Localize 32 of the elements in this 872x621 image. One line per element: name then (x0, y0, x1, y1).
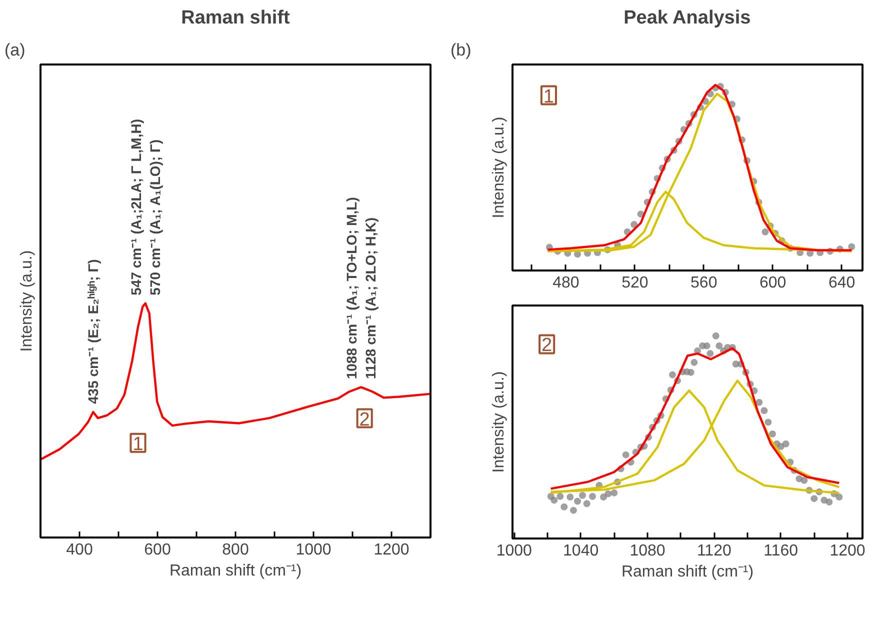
y-axis-title: Intensity (a.u.) (490, 371, 508, 473)
x-tick-label: 1160 (764, 542, 798, 560)
x-tick-label: 1200 (374, 542, 410, 558)
chart-title: Raman shift (181, 8, 291, 28)
annotation: 435 cm⁻¹ (E₂; E₂ʰⁱᵍʰ; Γ) (85, 259, 102, 404)
y-axis-title: Intensity (a.u.) (18, 250, 36, 352)
chart-title: Peak Analysis (624, 8, 751, 28)
x-tick-label: 1000 (496, 542, 532, 560)
x-tick-label: 480 (552, 274, 580, 292)
x-tick-label: 1040 (563, 542, 599, 560)
x-tick-label: 560 (690, 274, 718, 292)
annotation: 2 (359, 409, 370, 430)
x-tick-label: 800 (222, 542, 249, 558)
annotation: 1 (132, 434, 144, 455)
annotation: 2 (542, 335, 552, 356)
x-tick-label: 600 (759, 274, 786, 292)
annotation: 1088 cm⁻¹ (A₁; TO+LO; M,L) 1128 cm⁻¹ (A₁; 2LO; H,K) (343, 197, 379, 380)
annotation: 1 (543, 86, 554, 108)
x-tick-label: 600 (144, 542, 171, 558)
text: (b) (450, 40, 472, 60)
x-axis-title: Raman shift (cm⁻¹) (621, 564, 754, 580)
annotation: 547 cm⁻¹ (A₁;2LA; Γ L,M,H) 570 cm⁻¹ (A₁; A₁(LO); Γ) (128, 119, 164, 296)
x-tick-label: 1120 (696, 542, 732, 560)
x-tick-label: 640 (828, 274, 856, 292)
x-axis-title: Raman shift (cm⁻¹) (169, 562, 302, 580)
y-axis-title: Intensity (a.u.) (490, 116, 508, 218)
x-tick-label: 1200 (830, 542, 866, 560)
x-tick-label: 400 (66, 542, 93, 558)
x-tick-label: 1080 (630, 542, 666, 560)
text: (a) (4, 40, 26, 60)
x-tick-label: 1000 (296, 542, 332, 558)
x-tick-label: 520 (622, 274, 648, 292)
